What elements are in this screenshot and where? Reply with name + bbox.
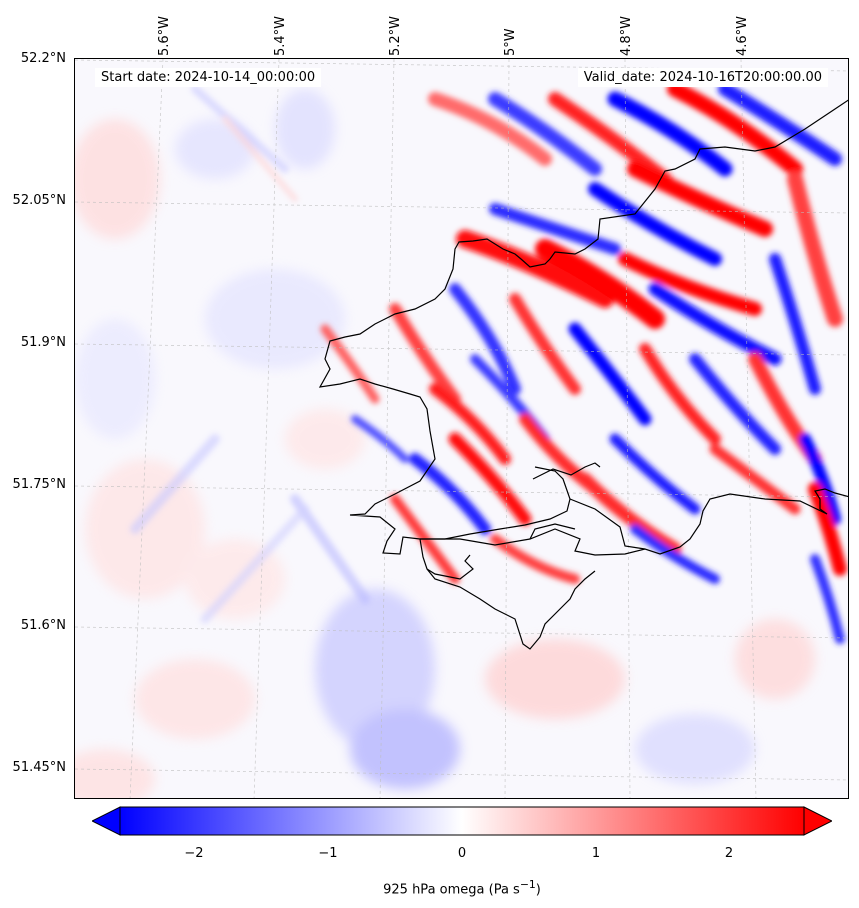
lon-label-5-6: 5.6°W [157,15,172,56]
colorbar-tick-0: 0 [457,846,467,861]
lat-label-52-05: 52.05°N [12,193,66,208]
start-date-label: Start date: 2024-10-14_00:00:00 [95,68,322,87]
coastline [318,99,848,650]
lon-label-5-2: 5.2°W [388,15,403,56]
colorbar-extend-min [90,806,121,836]
lat-label-52-2: 52.2°N [20,51,66,66]
lat-label-51-45: 51.45°N [12,760,66,775]
lat-label-51-6: 51.6°N [20,618,66,633]
colorbar-tick-2: 2 [724,846,734,861]
colorbar-tick-neg2: −2 [184,846,204,861]
lon-label-4-8: 4.8°W [619,15,634,56]
valid-date-label: Valid_date: 2024-10-16T20:00:00.00 [577,68,828,87]
colorbar-tick-neg1: −1 [318,846,338,861]
lon-label-5-4: 5.4°W [273,15,288,56]
colorbar-ramp [90,806,834,836]
colorbar-label: 925 hPa omega (Pa s−1) [383,878,541,898]
colorbar-tick-1: 1 [591,846,601,861]
lat-label-51-9: 51.9°N [20,335,66,350]
colorbar [90,806,834,836]
omega-map: Start date: 2024-10-14_00:00:00 Valid_da… [74,58,849,799]
lon-label-5-0: 5°W [503,28,518,56]
lon-label-4-6: 4.6°W [735,15,750,56]
omega-field [75,59,848,798]
colorbar-extend-max [803,806,834,836]
lat-label-51-75: 51.75°N [12,477,66,492]
